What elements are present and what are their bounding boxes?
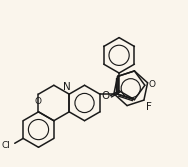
Text: N: N <box>63 82 71 92</box>
Text: O: O <box>35 97 42 106</box>
Text: Cl: Cl <box>2 141 11 150</box>
Text: F: F <box>146 102 152 112</box>
Text: O: O <box>149 80 156 89</box>
Text: O: O <box>102 91 110 101</box>
